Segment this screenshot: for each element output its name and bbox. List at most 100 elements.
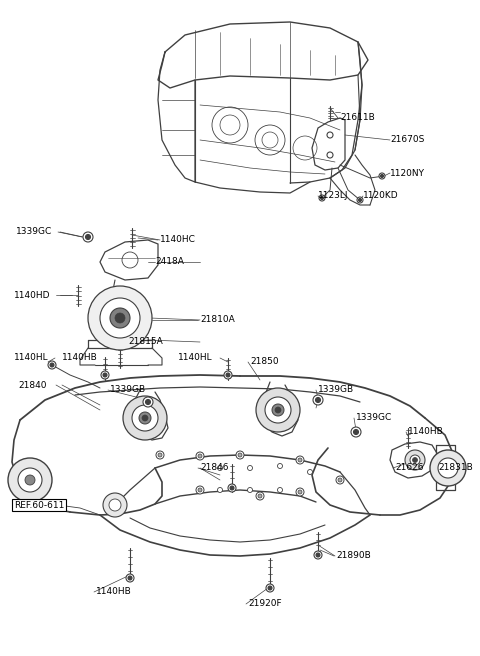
Circle shape (103, 493, 127, 517)
Circle shape (236, 451, 244, 459)
Text: 1140HB: 1140HB (408, 428, 444, 436)
Circle shape (315, 398, 321, 403)
Circle shape (115, 313, 125, 323)
Circle shape (109, 499, 121, 511)
Text: 1120KD: 1120KD (363, 192, 398, 201)
Circle shape (405, 450, 425, 470)
Circle shape (226, 373, 230, 377)
Circle shape (313, 395, 323, 405)
Text: 21815A: 21815A (128, 337, 163, 346)
Circle shape (126, 574, 134, 582)
Text: 1140HB: 1140HB (62, 354, 98, 363)
Circle shape (103, 373, 107, 377)
Circle shape (230, 486, 234, 490)
Circle shape (314, 551, 322, 559)
Circle shape (139, 412, 151, 424)
Text: 1120NY: 1120NY (390, 169, 425, 178)
Text: 1140HC: 1140HC (160, 236, 196, 245)
Circle shape (430, 450, 466, 486)
Circle shape (18, 468, 42, 492)
Text: 1140HD: 1140HD (14, 291, 50, 300)
Circle shape (272, 404, 284, 416)
Text: 2418A: 2418A (155, 258, 184, 266)
Text: REF.60-611: REF.60-611 (14, 501, 64, 510)
Circle shape (158, 453, 162, 457)
Circle shape (156, 451, 164, 459)
Circle shape (248, 487, 252, 493)
Circle shape (338, 478, 342, 482)
Text: 1339GB: 1339GB (318, 386, 354, 394)
Circle shape (224, 371, 232, 379)
Text: 21810A: 21810A (200, 316, 235, 325)
Circle shape (256, 492, 264, 500)
Circle shape (85, 234, 91, 239)
Circle shape (438, 458, 458, 478)
Text: 21840: 21840 (18, 380, 47, 390)
Circle shape (357, 197, 363, 203)
Text: 1140HL: 1140HL (14, 354, 48, 363)
Circle shape (143, 397, 153, 407)
Circle shape (327, 132, 333, 138)
Circle shape (296, 456, 304, 464)
Text: 1140HL: 1140HL (178, 354, 213, 363)
Circle shape (196, 452, 204, 460)
Circle shape (248, 466, 252, 470)
Text: 21670S: 21670S (390, 136, 424, 144)
Circle shape (258, 494, 262, 498)
Circle shape (198, 454, 202, 458)
Circle shape (145, 400, 151, 405)
Text: 1339GB: 1339GB (110, 386, 146, 394)
Circle shape (142, 415, 148, 421)
Circle shape (83, 232, 93, 242)
Text: 1339GC: 1339GC (16, 228, 52, 237)
Circle shape (265, 397, 291, 423)
Circle shape (132, 405, 158, 431)
Circle shape (277, 487, 283, 493)
Text: 21831B: 21831B (438, 464, 473, 472)
Circle shape (123, 396, 167, 440)
Circle shape (298, 490, 302, 494)
Circle shape (277, 464, 283, 468)
Circle shape (228, 484, 236, 492)
Text: 21920F: 21920F (248, 600, 282, 609)
Text: 21890B: 21890B (336, 552, 371, 560)
Circle shape (410, 455, 420, 465)
Circle shape (336, 476, 344, 484)
Circle shape (50, 363, 54, 367)
Text: 21850: 21850 (250, 358, 278, 367)
Circle shape (238, 453, 242, 457)
Circle shape (412, 457, 418, 462)
Circle shape (308, 470, 312, 474)
Circle shape (379, 173, 385, 179)
Circle shape (319, 195, 325, 201)
Circle shape (268, 586, 272, 590)
Text: 1123LJ: 1123LJ (318, 192, 348, 201)
Circle shape (88, 286, 152, 350)
Circle shape (359, 199, 361, 201)
Text: 1140HB: 1140HB (96, 588, 132, 596)
Circle shape (198, 488, 202, 492)
Circle shape (296, 488, 304, 496)
Circle shape (353, 430, 359, 434)
Circle shape (298, 458, 302, 462)
Circle shape (25, 475, 35, 485)
Circle shape (217, 466, 223, 470)
Text: 21846: 21846 (200, 464, 228, 472)
Circle shape (381, 174, 384, 178)
Text: 21626: 21626 (395, 464, 423, 472)
Circle shape (100, 298, 140, 338)
Circle shape (8, 458, 52, 502)
Circle shape (256, 388, 300, 432)
Text: 1339GC: 1339GC (356, 413, 392, 422)
Circle shape (110, 308, 130, 328)
Text: 21611B: 21611B (340, 113, 375, 123)
Circle shape (316, 553, 320, 557)
Circle shape (217, 487, 223, 493)
Circle shape (196, 486, 204, 494)
Circle shape (48, 361, 56, 369)
Circle shape (101, 371, 109, 379)
Circle shape (128, 576, 132, 580)
Circle shape (321, 197, 324, 199)
Circle shape (275, 407, 281, 413)
Circle shape (351, 427, 361, 437)
